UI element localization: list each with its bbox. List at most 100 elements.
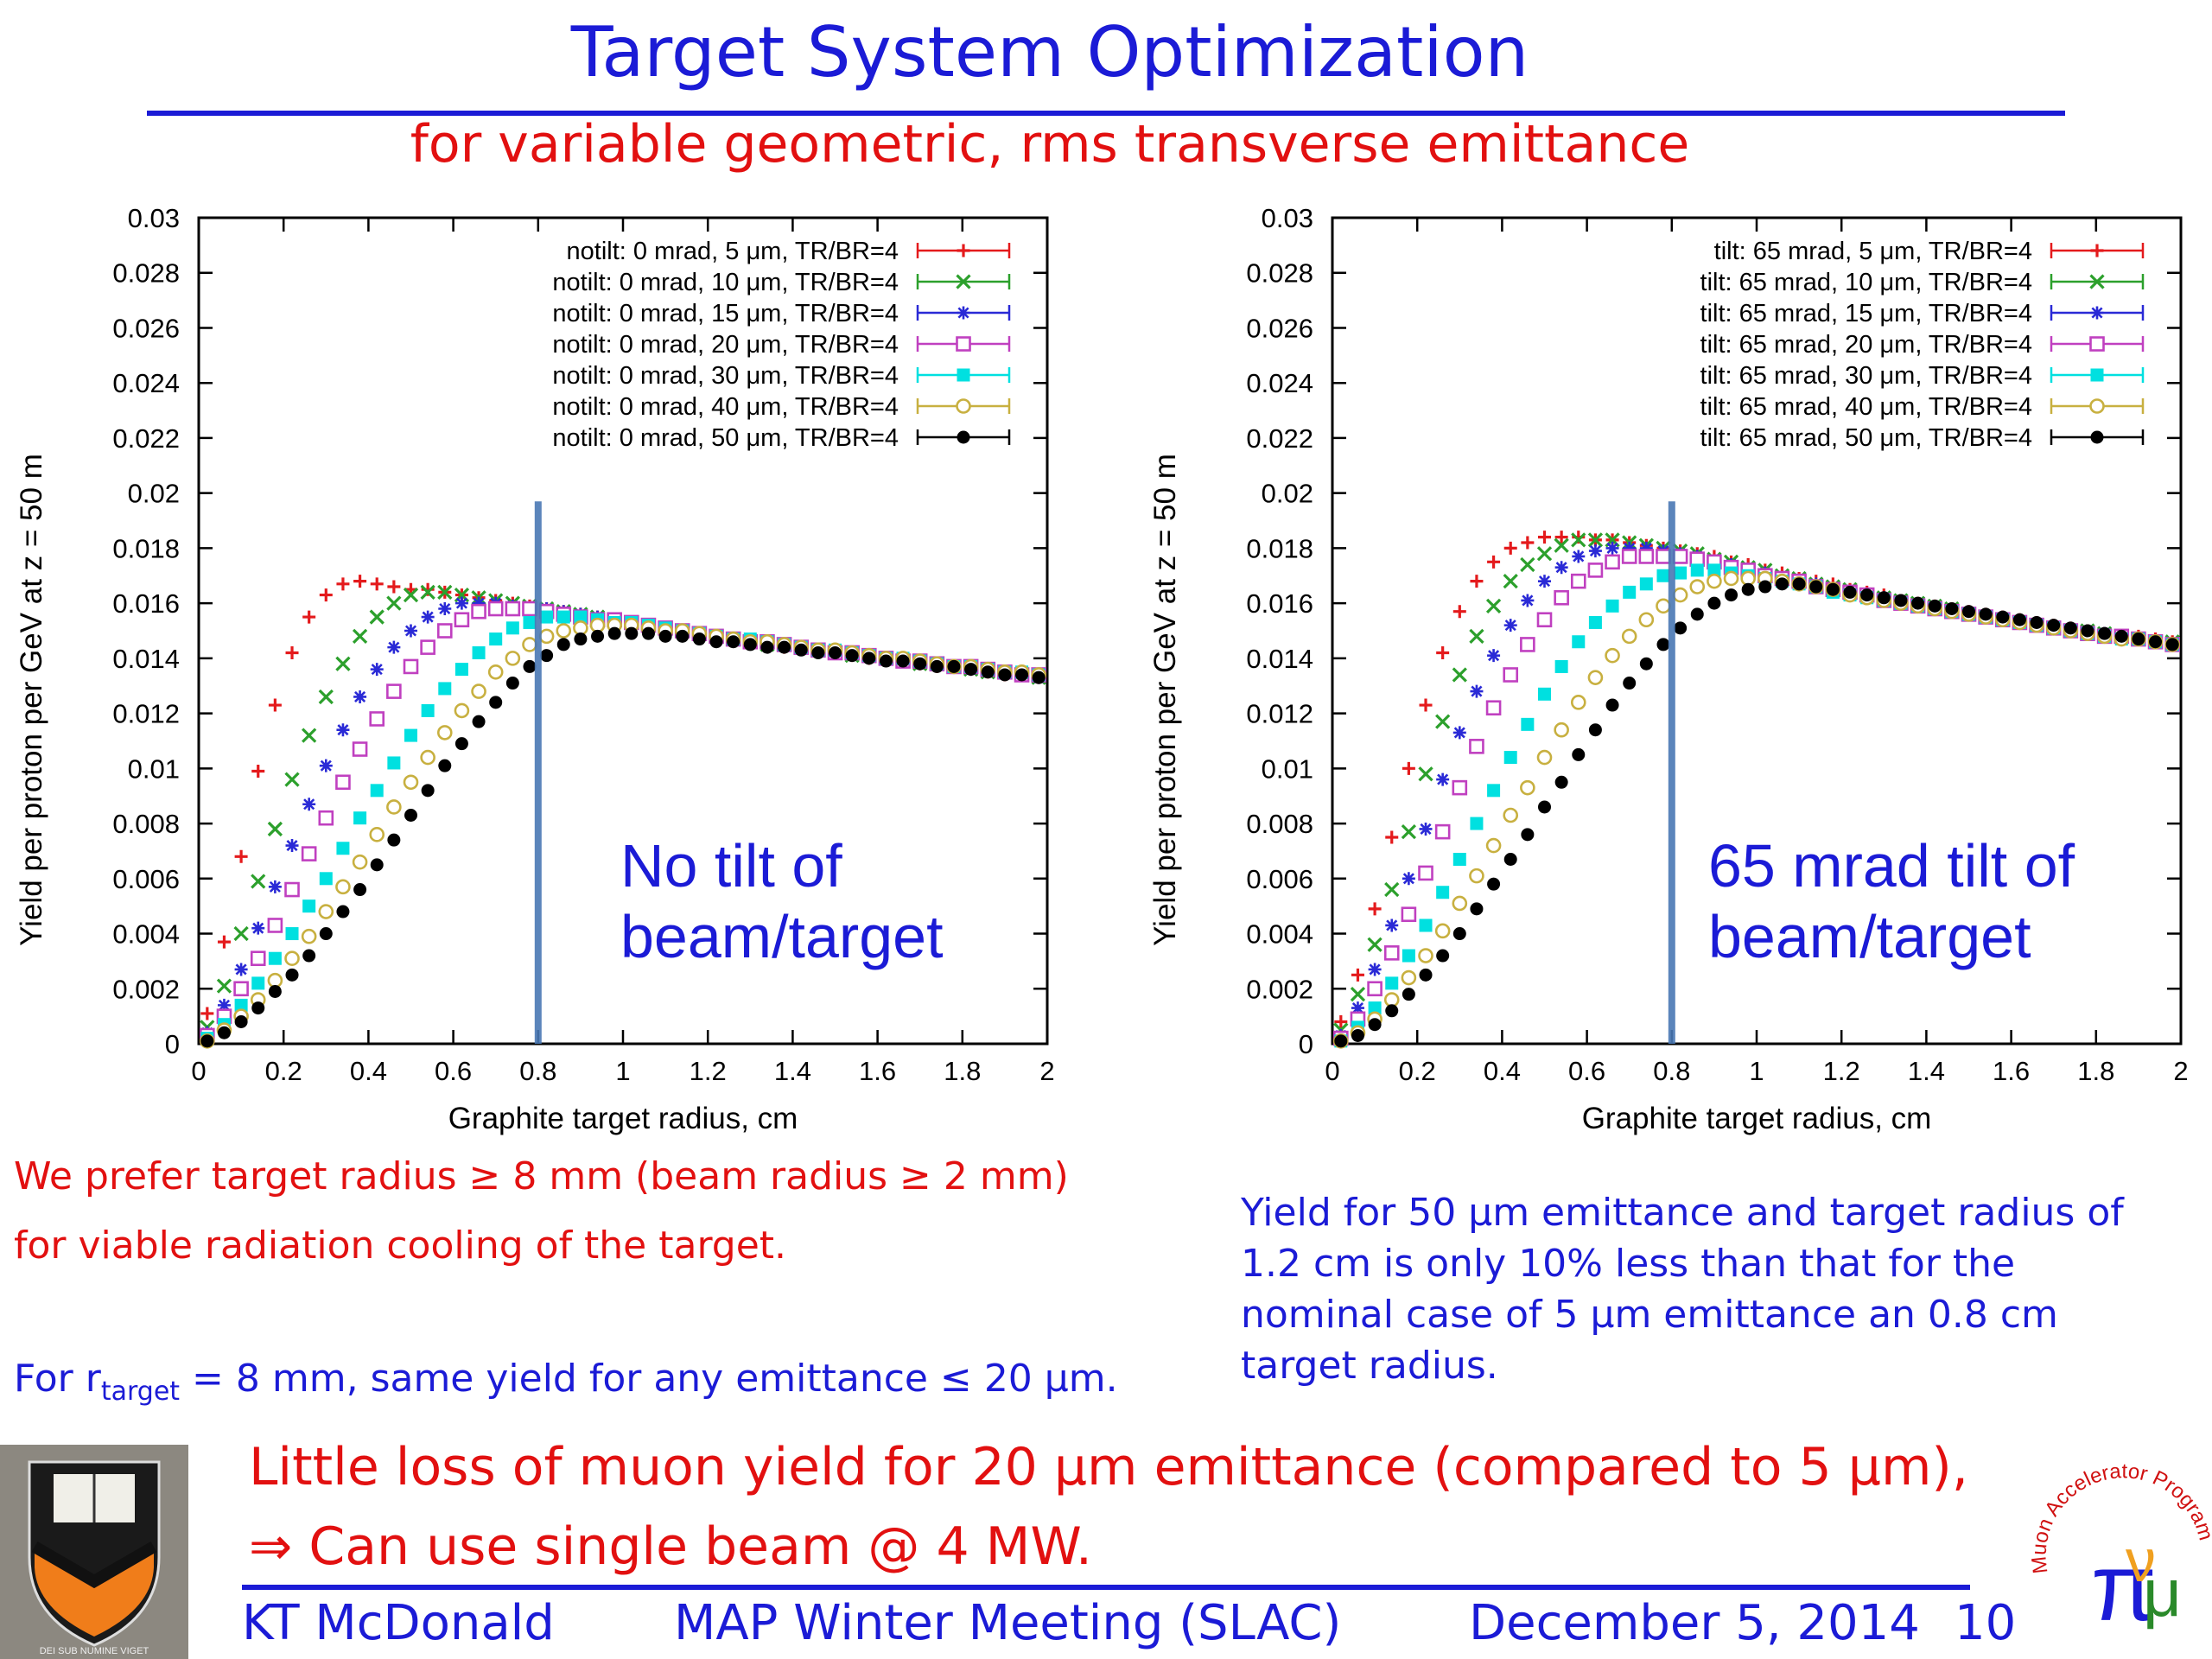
- x-tick-label: 1: [615, 1056, 630, 1086]
- x-tick-label: 1: [1749, 1056, 1764, 1086]
- y-tick-label: 0.018: [112, 533, 180, 563]
- conclusion: Little loss of muon yield for 20 μm emit…: [249, 1427, 1977, 1586]
- data-point: [1623, 541, 1637, 555]
- annotation-line: beam/target: [1708, 903, 2031, 970]
- data-point: [1538, 531, 1551, 544]
- data-point: [1383, 945, 1400, 961]
- data-point: [1487, 784, 1501, 798]
- data-point: [1605, 647, 1620, 664]
- data-point: [319, 872, 333, 886]
- data-point: [284, 881, 300, 898]
- data-point: [1707, 563, 1721, 577]
- data-point: [318, 689, 334, 705]
- data-point: [454, 663, 468, 677]
- data-point: [1570, 573, 1586, 589]
- data-point: [1536, 612, 1553, 628]
- data-point: [1587, 532, 1604, 548]
- data-point: [1334, 1015, 1348, 1029]
- data-point: [1487, 649, 1501, 663]
- data-point: [2012, 613, 2026, 626]
- data-point: [489, 632, 503, 646]
- data-point: [1401, 969, 1417, 986]
- data-point: [522, 637, 537, 652]
- data-point: [1572, 635, 1586, 649]
- x-tick-label: 0: [191, 1056, 206, 1086]
- data-point: [404, 624, 417, 638]
- data-point: [1536, 546, 1553, 562]
- data-point: [403, 774, 419, 791]
- data-point: [692, 632, 706, 646]
- data-point: [1911, 596, 1925, 610]
- slide-subtitle: for variable geometric, rms transverse e…: [410, 114, 1690, 175]
- data-point: [1435, 714, 1451, 729]
- data-point: [1520, 556, 1535, 573]
- data-point: [505, 621, 519, 635]
- series-group: [1333, 570, 2180, 1049]
- y-tick-label: 0.03: [1262, 204, 1313, 233]
- y-tick-label: 0.014: [112, 644, 180, 674]
- data-point: [760, 640, 774, 654]
- data-point: [1554, 537, 1569, 553]
- y-tick-label: 0.01: [1262, 753, 1313, 784]
- data-point: [251, 921, 265, 935]
- y-tick-label: 0.004: [1246, 919, 1313, 950]
- data-point: [301, 846, 317, 861]
- x-tick-label: 0.2: [1399, 1056, 1436, 1086]
- legend-label: tilt: 65 mrad, 40 μm, TR/BR=4: [1700, 393, 2032, 421]
- data-point: [404, 809, 417, 823]
- data-point: [505, 651, 521, 666]
- data-point: [268, 698, 282, 712]
- data-point: [1485, 598, 1502, 613]
- annotation-line: No tilt of: [620, 832, 842, 899]
- data-point: [1536, 749, 1553, 766]
- data-point: [505, 601, 521, 617]
- note-r-symbol: For r: [14, 1357, 101, 1401]
- data-point: [2047, 619, 2061, 632]
- data-point: [1368, 1001, 1382, 1015]
- legend-marker: [956, 336, 971, 352]
- data-point: [472, 715, 486, 728]
- data-point: [438, 759, 452, 772]
- data-point: [1656, 549, 1671, 564]
- data-point: [2030, 615, 2044, 629]
- data-point: [913, 657, 927, 671]
- legend-marker: [956, 274, 971, 289]
- data-point: [302, 949, 316, 963]
- data-point: [1674, 621, 1688, 635]
- data-point: [421, 703, 435, 717]
- data-point: [1419, 968, 1433, 982]
- data-point: [336, 723, 350, 737]
- data-point: [370, 663, 384, 677]
- y-tick-label: 0.022: [112, 423, 180, 454]
- data-point: [471, 603, 486, 620]
- legend-label: notilt: 0 mrad, 10 μm, TR/BR=4: [552, 269, 899, 296]
- data-point: [284, 950, 300, 967]
- data-point: [1707, 596, 1721, 610]
- data-point: [352, 628, 368, 645]
- data-point: [420, 584, 435, 601]
- data-point: [1385, 918, 1399, 932]
- data-point: [505, 677, 519, 690]
- data-point: [998, 668, 1012, 682]
- data-point: [1758, 580, 1772, 594]
- chart-tilt: 0 0.002 0.004 0.006 0.008 0.01 0.012 0.014 0.016…: [1148, 204, 2189, 1135]
- conclusion-line-2: ⇒ Can use single beam @ 4 MW.: [249, 1516, 1092, 1577]
- x-tick-label: 2: [1039, 1056, 1054, 1086]
- y-tick-label: 0.012: [1246, 699, 1313, 729]
- data-point: [1672, 587, 1688, 603]
- data-point: [1554, 561, 1568, 575]
- y-tick-label: 0.02: [128, 479, 180, 509]
- data-point: [1436, 645, 1450, 659]
- data-point: [233, 981, 249, 997]
- data-point: [641, 626, 655, 640]
- data-point: [454, 702, 470, 719]
- note-same-yield-text: = 8 mm, same yield for any emittance ≤ 2…: [180, 1357, 1118, 1401]
- legend-label: notilt: 0 mrad, 40 μm, TR/BR=4: [552, 393, 899, 421]
- data-point: [2098, 626, 2112, 640]
- data-point: [319, 588, 333, 602]
- y-axis-label: Yield per proton per GeV at z = 50 m: [1148, 454, 1182, 946]
- data-point: [1689, 579, 1706, 594]
- chart-no-tilt: 0 0.002 0.004 0.006 0.008 0.01 0.012 0.014 0.016…: [15, 204, 1055, 1135]
- data-point: [302, 899, 316, 913]
